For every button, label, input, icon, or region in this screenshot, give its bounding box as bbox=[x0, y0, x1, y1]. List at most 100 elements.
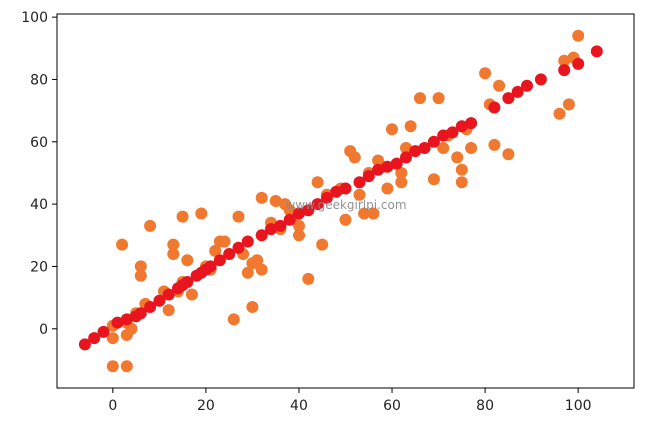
fitted-point bbox=[111, 316, 124, 329]
observed-point bbox=[562, 98, 575, 111]
y-tick-label: 20 bbox=[30, 259, 48, 275]
observed-point bbox=[218, 235, 231, 248]
observed-point bbox=[185, 288, 198, 301]
fitted-point bbox=[153, 294, 166, 307]
observed-point bbox=[125, 322, 138, 335]
fitted-point bbox=[502, 92, 515, 105]
observed-point bbox=[162, 304, 175, 317]
fitted-point bbox=[330, 185, 343, 198]
observed-point bbox=[134, 260, 147, 273]
observed-point bbox=[255, 263, 268, 276]
observed-point bbox=[493, 79, 506, 92]
observed-point bbox=[427, 173, 440, 186]
observed-point bbox=[302, 272, 315, 285]
y-tick-label: 0 bbox=[39, 322, 48, 338]
observed-point bbox=[195, 207, 208, 220]
observed-point bbox=[227, 313, 240, 326]
observed-point bbox=[106, 332, 119, 345]
observed-point bbox=[176, 210, 189, 223]
fitted-point bbox=[400, 151, 412, 164]
fitted-point bbox=[339, 182, 352, 195]
observed-point bbox=[116, 238, 129, 251]
observed-point bbox=[255, 191, 268, 204]
observed-point bbox=[106, 360, 119, 373]
fitted-point bbox=[274, 219, 287, 232]
observed-point bbox=[395, 167, 408, 179]
fitted-point bbox=[409, 145, 422, 158]
fitted-point bbox=[120, 313, 133, 326]
observed-point bbox=[488, 138, 501, 151]
observed-point bbox=[232, 210, 245, 223]
x-tick-label: 0 bbox=[108, 398, 117, 414]
observed-point bbox=[437, 142, 450, 154]
observed-point bbox=[339, 213, 352, 226]
fitted-point bbox=[232, 241, 245, 254]
fitted-point bbox=[353, 176, 366, 189]
fitted-point bbox=[302, 204, 315, 217]
observed-point bbox=[181, 254, 194, 267]
observed-point bbox=[251, 254, 264, 267]
fitted-point bbox=[521, 79, 533, 92]
fitted-point bbox=[255, 229, 268, 242]
observed-point bbox=[553, 107, 566, 120]
fitted-point bbox=[311, 198, 324, 211]
observed-point bbox=[358, 207, 371, 220]
fitted-point bbox=[372, 163, 385, 176]
fitted-point bbox=[534, 73, 547, 86]
observed-point bbox=[455, 176, 468, 189]
x-tick-label: 60 bbox=[383, 398, 401, 414]
fitted-point bbox=[283, 213, 296, 226]
observed-point bbox=[558, 54, 571, 67]
fitted-point bbox=[381, 160, 394, 173]
x-tick-label: 20 bbox=[197, 398, 215, 414]
fitted-point bbox=[572, 57, 585, 70]
plot-area: 0 20 40 60 80 100 0 20 40 60 80 100 bbox=[21, 10, 635, 414]
fitted-point bbox=[465, 117, 478, 130]
fitted-point bbox=[558, 64, 571, 77]
fitted-point bbox=[427, 135, 440, 148]
fitted-point bbox=[488, 101, 501, 114]
fitted-point bbox=[511, 85, 524, 98]
fitted-point bbox=[88, 332, 101, 345]
fitted-point bbox=[162, 288, 175, 301]
observed-point bbox=[241, 266, 254, 279]
fitted-point bbox=[446, 126, 459, 139]
fitted-point bbox=[590, 45, 603, 58]
fitted-point bbox=[204, 260, 217, 273]
observed-point bbox=[479, 67, 492, 80]
observed-point bbox=[432, 92, 445, 105]
y-tick-label: 80 bbox=[30, 72, 48, 88]
x-tick-label: 40 bbox=[290, 398, 308, 414]
fitted-point bbox=[223, 248, 236, 260]
observed-point bbox=[502, 148, 515, 161]
fitted-point bbox=[213, 254, 226, 267]
observed-point bbox=[404, 120, 417, 133]
observed-point bbox=[353, 188, 366, 201]
x-tick-label: 80 bbox=[476, 398, 494, 414]
fitted-point bbox=[144, 301, 157, 313]
observed-point bbox=[367, 207, 380, 220]
fitted-point bbox=[181, 276, 194, 288]
observed-point bbox=[348, 151, 361, 164]
observed-point bbox=[316, 238, 329, 251]
fitted-point bbox=[437, 129, 450, 142]
fitted-point bbox=[97, 325, 110, 338]
observed-point bbox=[293, 219, 305, 232]
observed-point bbox=[134, 269, 147, 282]
fitted-point bbox=[455, 120, 468, 133]
observed-point bbox=[395, 176, 408, 189]
y-tick-label: 40 bbox=[30, 197, 48, 213]
observed-point bbox=[293, 229, 305, 242]
fitted-point bbox=[265, 223, 277, 236]
observed-point bbox=[414, 92, 426, 105]
observed-point bbox=[465, 142, 478, 154]
observed-point bbox=[167, 238, 180, 251]
fitted-point bbox=[362, 170, 375, 183]
fitted-point bbox=[320, 191, 333, 204]
observed-point bbox=[209, 244, 222, 257]
y-tick-label: 100 bbox=[21, 10, 48, 26]
fitted-point bbox=[134, 307, 147, 320]
x-tick-label: 100 bbox=[565, 398, 592, 414]
observed-point bbox=[269, 195, 282, 207]
